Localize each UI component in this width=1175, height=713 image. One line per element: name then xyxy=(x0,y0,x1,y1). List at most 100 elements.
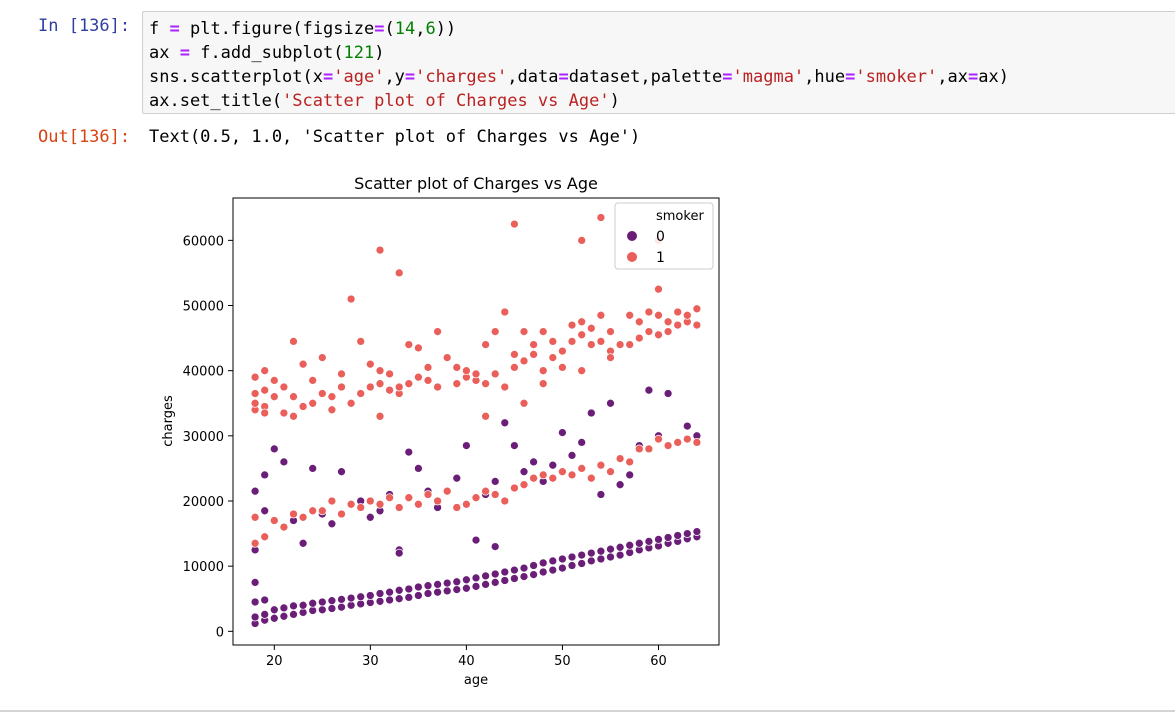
point-smoker-1 xyxy=(606,467,615,477)
point-smoker-1 xyxy=(510,350,519,359)
point-smoker-0 xyxy=(615,542,625,552)
point-smoker-0 xyxy=(663,533,673,542)
point-smoker-0 xyxy=(510,574,519,583)
point-smoker-0 xyxy=(279,611,289,621)
point-smoker-1 xyxy=(538,379,548,389)
point-smoker-1 xyxy=(260,366,270,376)
point-smoker-0 xyxy=(538,567,548,577)
point-smoker-1 xyxy=(433,496,442,506)
point-smoker-1 xyxy=(558,363,567,372)
point-smoker-0 xyxy=(433,580,442,589)
x-tick-label: 50 xyxy=(554,654,571,669)
point-smoker-1 xyxy=(615,454,625,463)
code-input-area[interactable]: f = plt.figure(figsize=(14,6)) ax = f.ad… xyxy=(142,11,1175,114)
code-token: )) xyxy=(435,19,457,39)
point-smoker-1 xyxy=(529,340,538,349)
point-smoker-0 xyxy=(308,464,318,473)
point-smoker-1 xyxy=(519,480,529,490)
point-smoker-0 xyxy=(327,519,337,529)
point-smoker-0 xyxy=(394,594,404,604)
point-smoker-0 xyxy=(567,451,577,460)
point-smoker-1 xyxy=(510,219,519,229)
point-smoker-0 xyxy=(250,578,260,587)
point-smoker-1 xyxy=(577,366,587,376)
point-smoker-1 xyxy=(250,538,260,548)
point-smoker-1 xyxy=(596,213,606,222)
code-token: ,hue xyxy=(804,67,846,87)
point-smoker-1 xyxy=(394,382,404,392)
point-smoker-1 xyxy=(452,363,462,372)
point-smoker-1 xyxy=(481,411,490,421)
point-smoker-0 xyxy=(404,584,414,594)
code-token: 121 xyxy=(343,43,375,63)
point-smoker-1 xyxy=(414,343,423,353)
point-smoker-0 xyxy=(529,457,538,467)
point-smoker-1 xyxy=(471,369,481,379)
point-smoker-0 xyxy=(289,601,298,611)
point-smoker-1 xyxy=(606,327,615,336)
point-smoker-1 xyxy=(404,379,414,389)
point-smoker-1 xyxy=(625,310,635,320)
point-smoker-0 xyxy=(625,470,635,480)
point-smoker-1 xyxy=(327,392,337,402)
code-editor[interactable]: f = plt.figure(figsize=(14,6)) ax = f.ad… xyxy=(149,17,1009,113)
point-smoker-0 xyxy=(606,552,615,562)
point-smoker-1 xyxy=(663,317,673,327)
cell-divider xyxy=(0,710,1175,712)
x-axis: 20 30 40 50 60 xyxy=(266,645,667,669)
point-smoker-1 xyxy=(586,340,596,349)
point-smoker-0 xyxy=(308,598,318,608)
point-smoker-1 xyxy=(673,320,683,330)
point-smoker-1 xyxy=(452,503,462,512)
point-smoker-1 xyxy=(269,376,279,385)
point-smoker-0 xyxy=(558,428,567,437)
code-token: ,ax xyxy=(937,67,968,87)
point-smoker-1 xyxy=(317,506,327,516)
point-smoker-1 xyxy=(385,493,394,503)
point-smoker-0 xyxy=(289,610,298,619)
point-smoker-0 xyxy=(490,542,500,551)
point-smoker-1 xyxy=(558,467,567,477)
point-smoker-0 xyxy=(269,613,279,623)
point-smoker-1 xyxy=(644,307,654,317)
point-smoker-0 xyxy=(337,602,346,612)
point-smoker-1 xyxy=(289,337,298,346)
code-token: ax.set_title( xyxy=(149,91,283,111)
legend-title: smoker xyxy=(656,209,704,224)
point-smoker-0 xyxy=(625,540,635,550)
point-smoker-1 xyxy=(538,366,548,376)
point-smoker-1 xyxy=(375,379,385,389)
code-token: 14 xyxy=(394,19,416,39)
point-smoker-1 xyxy=(298,512,308,522)
y-tick-label: 0 xyxy=(216,625,224,640)
point-smoker-0 xyxy=(615,480,625,490)
y-axis-label: charges xyxy=(161,395,176,447)
code-token: = xyxy=(845,67,856,87)
code-token: ,y xyxy=(384,67,405,87)
point-smoker-1 xyxy=(317,353,327,362)
chart-title: Scatter plot of Charges vs Age xyxy=(354,174,598,193)
point-smoker-1 xyxy=(529,350,538,359)
point-smoker-1 xyxy=(596,337,606,346)
y-axis: 0 10000 20000 30000 40000 50000 60000 xyxy=(183,234,233,640)
point-smoker-1 xyxy=(500,496,510,506)
point-smoker-0 xyxy=(538,558,548,568)
scatter-figure: Scatter plot of Charges vs Age 20 30 40 50 6… xyxy=(150,165,730,709)
code-token: = xyxy=(967,67,979,87)
point-smoker-0 xyxy=(519,467,529,477)
code-token: = xyxy=(404,67,416,87)
point-smoker-0 xyxy=(500,576,510,585)
point-smoker-1 xyxy=(663,441,673,450)
y-tick-label: 10000 xyxy=(183,560,224,575)
point-smoker-1 xyxy=(510,483,519,493)
point-smoker-1 xyxy=(404,493,414,503)
point-smoker-1 xyxy=(414,499,423,509)
point-smoker-1 xyxy=(654,310,663,320)
x-axis-label: age xyxy=(464,673,488,688)
point-smoker-0 xyxy=(673,531,683,540)
point-smoker-0 xyxy=(548,460,558,470)
point-smoker-0 xyxy=(529,561,538,570)
point-smoker-1 xyxy=(606,353,615,362)
point-smoker-1 xyxy=(298,402,308,411)
point-smoker-0 xyxy=(260,595,270,605)
